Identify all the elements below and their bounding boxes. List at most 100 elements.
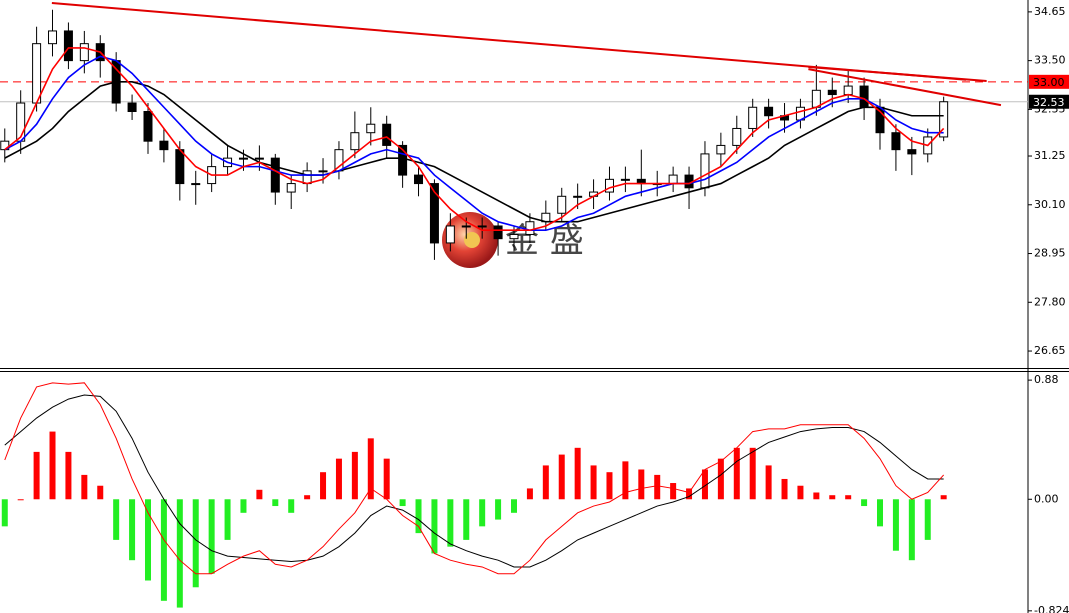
candle-body bbox=[509, 233, 519, 240]
moving-average bbox=[4, 55, 944, 232]
histogram-bar bbox=[160, 499, 167, 601]
histogram-bar bbox=[97, 485, 104, 500]
histogram-bar bbox=[717, 458, 724, 500]
level-label-box bbox=[1029, 74, 1069, 89]
histogram-bar bbox=[320, 472, 327, 500]
histogram-bar bbox=[511, 499, 517, 513]
y-tick-label: 0.88 bbox=[1034, 373, 1059, 386]
histogram-bar bbox=[17, 499, 24, 501]
candle-body bbox=[493, 225, 503, 240]
histogram-bar bbox=[447, 499, 454, 547]
candle-body bbox=[32, 43, 42, 104]
histogram-bar bbox=[383, 458, 390, 500]
histogram-bar bbox=[542, 465, 549, 500]
candle-body bbox=[748, 106, 758, 129]
histogram-bar bbox=[829, 495, 836, 500]
candle-body bbox=[63, 30, 73, 62]
candle-body bbox=[604, 178, 614, 193]
histogram-bar bbox=[781, 478, 788, 500]
price-axis: 34.6533.5032.3531.2530.1028.9527.8026.65… bbox=[1028, 5, 1069, 613]
candle-body bbox=[732, 127, 742, 146]
histogram-bar bbox=[622, 461, 629, 500]
moving-average bbox=[4, 81, 944, 223]
y-tick-label: 27.80 bbox=[1034, 295, 1066, 308]
watermark-logo-dot bbox=[464, 232, 480, 248]
histogram-bar bbox=[686, 488, 693, 500]
histogram-bar bbox=[1, 499, 8, 527]
candle-body bbox=[700, 153, 710, 189]
y-tick-label: 26.65 bbox=[1034, 344, 1066, 357]
histogram-bar bbox=[367, 438, 374, 500]
candle-body bbox=[366, 123, 376, 134]
candle-body bbox=[811, 89, 821, 108]
histogram-bar bbox=[399, 499, 406, 507]
histogram-bar bbox=[304, 495, 311, 500]
candle-body bbox=[764, 106, 774, 117]
histogram-bar bbox=[749, 447, 756, 500]
histogram-bar bbox=[415, 499, 422, 534]
candle-body bbox=[891, 132, 901, 151]
macd-line bbox=[4, 382, 945, 575]
y-tick-label: 31.25 bbox=[1034, 149, 1066, 162]
candle-body bbox=[286, 183, 296, 193]
trend-line bbox=[808, 65, 987, 82]
histogram-bar bbox=[272, 499, 279, 507]
histogram-bar bbox=[351, 451, 358, 500]
candle-body bbox=[429, 183, 439, 244]
histogram-bar bbox=[638, 469, 645, 500]
histogram-bar bbox=[65, 451, 72, 500]
candle-body bbox=[573, 195, 583, 198]
candle-body bbox=[557, 195, 567, 214]
histogram-bar bbox=[861, 499, 868, 507]
histogram-bar bbox=[431, 499, 438, 554]
histogram-bar bbox=[526, 488, 533, 500]
histogram-bar bbox=[224, 499, 231, 540]
histogram-bar bbox=[495, 499, 502, 520]
candle-body bbox=[398, 144, 408, 176]
candle-body bbox=[525, 221, 535, 235]
y-tick-label: 0.00 bbox=[1034, 492, 1059, 505]
macd-panel bbox=[1, 382, 947, 608]
candle-body bbox=[382, 123, 392, 146]
macd-line bbox=[4, 394, 944, 568]
histogram-bar bbox=[208, 499, 215, 574]
histogram-bar bbox=[558, 454, 565, 500]
candle-body bbox=[334, 149, 344, 172]
candle-body bbox=[159, 140, 169, 151]
histogram-bar bbox=[606, 472, 613, 500]
candle-body bbox=[939, 101, 949, 138]
candle-body bbox=[318, 170, 328, 173]
histogram-bar bbox=[765, 465, 772, 500]
histogram-bar bbox=[590, 465, 597, 500]
level-label: 33.00 bbox=[1033, 76, 1065, 89]
histogram-bar bbox=[813, 492, 820, 500]
histogram-bar bbox=[877, 499, 884, 527]
last-price-box bbox=[1029, 94, 1069, 109]
candle-body bbox=[414, 174, 424, 185]
candle-body bbox=[48, 30, 58, 45]
candle-body bbox=[175, 149, 185, 185]
candle-body bbox=[143, 111, 153, 142]
last-price-label: 32.53 bbox=[1033, 96, 1065, 109]
histogram-bar bbox=[845, 495, 852, 500]
candle-body bbox=[620, 178, 630, 181]
price-panel bbox=[0, 1, 1028, 260]
histogram-bar bbox=[49, 431, 56, 500]
histogram-bar bbox=[463, 499, 470, 540]
candle-body bbox=[238, 157, 248, 160]
y-tick-label: 30.10 bbox=[1034, 198, 1066, 211]
histogram-bar bbox=[654, 474, 661, 500]
histogram-bar bbox=[33, 451, 40, 500]
candle-body bbox=[302, 170, 312, 185]
candle-body bbox=[254, 157, 264, 160]
candle-body bbox=[859, 85, 869, 108]
y-tick-label: -0.824 bbox=[1034, 604, 1069, 613]
candle-body bbox=[127, 102, 137, 113]
candle-body bbox=[827, 89, 837, 96]
candle-body bbox=[668, 174, 678, 185]
histogram-bar bbox=[144, 499, 151, 581]
histogram-bar bbox=[479, 499, 486, 527]
histogram-bar bbox=[733, 447, 740, 500]
candle-body bbox=[350, 132, 360, 151]
